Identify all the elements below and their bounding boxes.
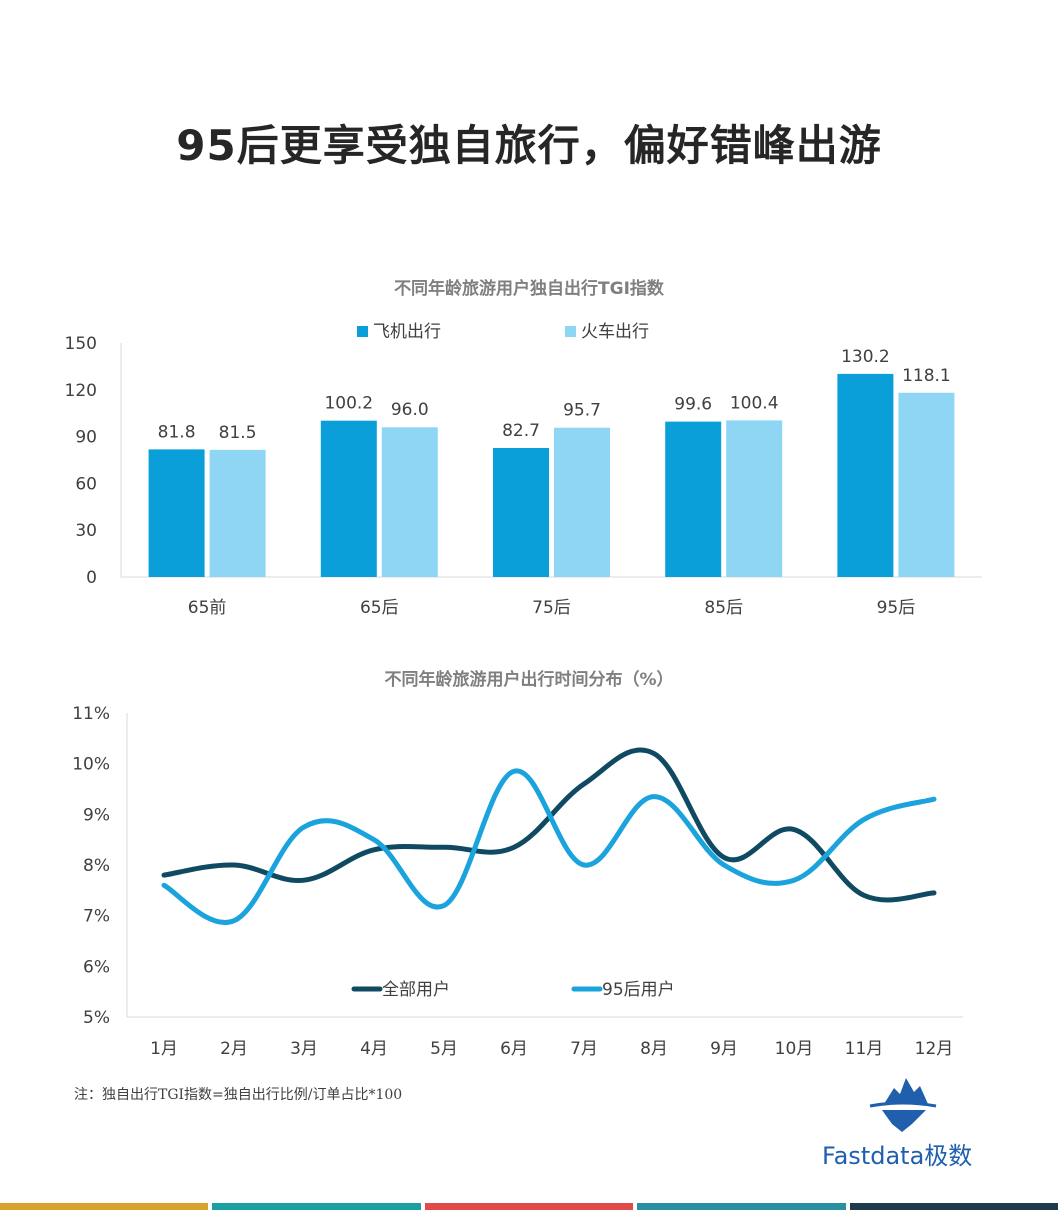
line-x-tick-label: 6月	[500, 1039, 528, 1059]
footer-color-bar	[0, 1203, 1058, 1210]
line-chart-title: 不同年龄旅游用户出行时间分布（%）	[384, 670, 674, 690]
bar-value-label: 96.0	[391, 400, 429, 420]
bar-2-2	[381, 427, 438, 577]
line-y-tick-label: 11%	[72, 704, 110, 724]
bar-y-tick-label: 0	[86, 568, 97, 588]
bar-x-tick-label: 65后	[360, 598, 399, 618]
bar-1-2	[320, 420, 377, 577]
bar-y-tick-label: 150	[65, 334, 97, 354]
bar-chart: 飞机出行 火车出行 0 30 60 90 120 150 81.8 81.5 65前 100.2 96.…	[65, 322, 982, 618]
bar-y-tick-label: 120	[65, 381, 97, 401]
bar-value-label: 81.8	[158, 422, 196, 442]
line-legend-label-1: 全部用户	[382, 980, 450, 1000]
bar-legend-label-2: 火车出行	[581, 322, 649, 342]
bar-2-3	[554, 427, 610, 577]
line-y-tick-label: 6%	[83, 957, 110, 977]
line-x-tick-label: 11月	[845, 1039, 884, 1059]
bar-x-tick-label: 75后	[532, 598, 571, 618]
bar-legend-label-1: 飞机出行	[373, 322, 441, 342]
bar-value-label: 95.7	[563, 401, 601, 421]
line-x-tick-label: 10月	[775, 1039, 814, 1059]
bar-1-3	[493, 447, 549, 577]
bar-x-tick-label: 85后	[704, 598, 743, 618]
footer-strip-1	[0, 1203, 209, 1210]
bar-chart-title: 不同年龄旅游用户独自出行TGI指数	[394, 279, 664, 299]
brand-logo: Fastdata极数	[822, 1076, 982, 1176]
bar-value-label: 100.2	[324, 394, 373, 414]
bar-y-tick-label: 90	[75, 428, 97, 448]
bar-y-tick-label: 60	[75, 474, 97, 494]
line-y-tick-label: 8%	[83, 856, 110, 876]
bar-legend-swatch-1	[357, 326, 368, 337]
bar-value-label: 130.2	[841, 347, 890, 367]
line-x-tick-label: 9月	[710, 1039, 738, 1059]
brand-logo-text: Fastdata极数	[822, 1142, 973, 1170]
line-x-tick-label: 2月	[220, 1039, 248, 1059]
footer-strip-4	[637, 1203, 846, 1210]
line-x-tick-label: 8月	[640, 1039, 668, 1059]
bar-value-label: 100.4	[730, 393, 779, 413]
bar-2-1	[209, 449, 266, 577]
bar-2-4	[726, 420, 783, 577]
bar-1-4	[665, 421, 722, 577]
footer-strip-5	[849, 1203, 1058, 1210]
line-x-tick-label: 12月	[915, 1039, 954, 1059]
footnote: 注：独自出行TGI指数=独自出行比例/订单占比*100	[74, 1087, 403, 1103]
line-y-tick-label: 5%	[83, 1008, 110, 1028]
line-y-tick-label: 7%	[83, 907, 110, 927]
bar-value-label: 99.6	[674, 395, 712, 415]
iceberg-icon	[869, 1078, 937, 1132]
bar-value-label: 118.1	[902, 366, 951, 386]
bar-value-label: 82.7	[502, 421, 540, 441]
bar-1-5	[837, 373, 894, 577]
line-x-tick-label: 4月	[360, 1039, 388, 1059]
page-title: 95后更享受独自旅行，偏好错峰出游	[176, 121, 882, 170]
line-y-tick-label: 10%	[72, 755, 110, 775]
line-y-tick-label: 9%	[83, 805, 110, 825]
line-x-tick-label: 7月	[570, 1039, 598, 1059]
bar-y-tick-label: 30	[75, 521, 97, 541]
bar-x-tick-label: 65前	[188, 598, 227, 618]
line-x-tick-label: 5月	[430, 1039, 458, 1059]
line-x-tick-label: 3月	[290, 1039, 318, 1059]
bar-value-label: 81.5	[219, 423, 257, 443]
line-series-1	[161, 747, 937, 903]
bar-1-1	[148, 449, 205, 577]
footer-strip-2	[212, 1203, 421, 1210]
line-x-tick-label: 1月	[150, 1039, 178, 1059]
bar-legend-swatch-2	[565, 326, 576, 337]
line-chart: 5% 6% 7% 8% 9% 10% 11% 1月 2月 3月 4月 5月 6月 7月 8月 9月 10月 11月…	[72, 704, 963, 1059]
line-legend-label-2: 95后用户	[602, 980, 675, 1000]
bar-2-5	[898, 392, 955, 577]
footer-strip-3	[424, 1203, 634, 1210]
bar-x-tick-label: 95后	[877, 598, 916, 618]
